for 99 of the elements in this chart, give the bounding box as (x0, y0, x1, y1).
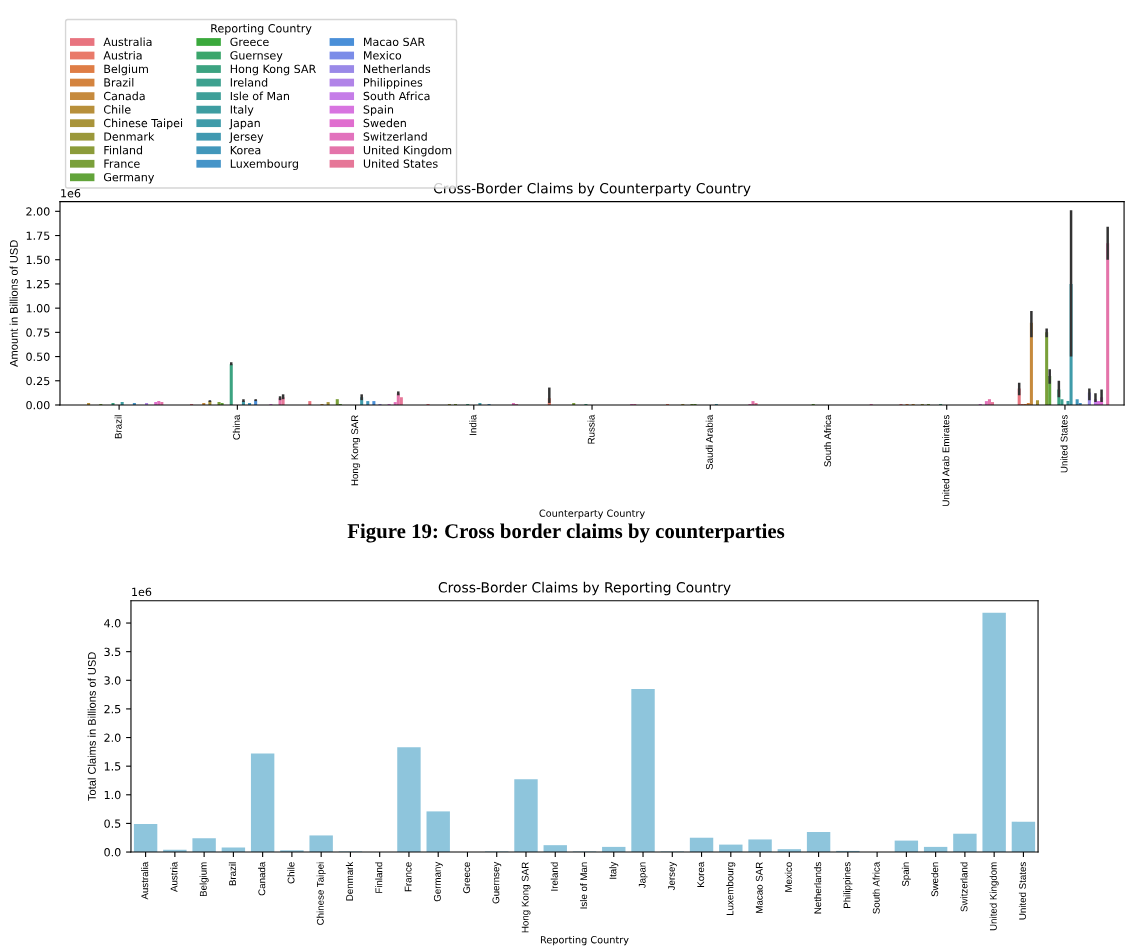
legend-label: Chinese Taipei (103, 118, 183, 130)
legend-label: South Africa (363, 91, 430, 101)
y-tick-label: 2.5 (104, 704, 121, 714)
legend-label: Ireland (230, 78, 268, 87)
x-tick-label: Spain (901, 862, 911, 887)
x-tick-label: Germany (433, 861, 443, 902)
y-tick-label: 1.25 (26, 279, 50, 289)
x-tick-label: United Kingdom (989, 862, 999, 931)
y-tick-label: 1.00 (26, 304, 50, 313)
x-tick-label: Japan (638, 862, 648, 889)
x-tick-label: Brazil (228, 862, 236, 886)
y-tick-label: 4.0 (104, 619, 121, 628)
x-tick-label: Philippines (843, 862, 853, 908)
y-tick-label: 0.0 (104, 848, 121, 857)
x-tick-label: Austria (170, 861, 178, 892)
legend-label: Belgium (104, 64, 148, 76)
x-tick-label: France (404, 862, 412, 892)
y-tick-label: 2.00 (26, 207, 50, 216)
y-axis-title: Amount in Billions of USD (9, 240, 18, 367)
y-tick-label: 0.75 (26, 328, 50, 337)
legend-label: Philippines (364, 78, 423, 89)
x-tick-label: South Africa (872, 861, 880, 914)
x-tick-label: Sweden (931, 862, 939, 897)
legend-label: United Kingdom (363, 145, 452, 157)
y-tick-label: 3.5 (104, 647, 121, 657)
x-tick-label: Netherlands (814, 862, 822, 914)
y-tick-label: 0.00 (26, 400, 50, 410)
x-tick-label: Belgium (199, 862, 209, 897)
legend-label: Guernsey (230, 51, 283, 62)
x-tick-label: Hong Kong SAR (521, 862, 531, 933)
legend-label: Japan (229, 118, 260, 130)
x-axis-title: Reporting Country (540, 935, 629, 946)
legend-label: Brazil (104, 78, 134, 87)
legend-label: Macao SAR (364, 37, 425, 47)
x-tick-label: Canada (258, 861, 266, 896)
y-tick-label: 1.5 (104, 762, 121, 771)
x-tick-label: Chinese Taipei (316, 862, 326, 925)
x-tick-label: Saudi Arabia (705, 414, 713, 470)
x-tick-label: South Africa (823, 414, 832, 467)
x-tick-label: Greece (463, 862, 471, 894)
x-tick-label: United States (1060, 415, 1068, 473)
text: 1e6 (61, 189, 81, 198)
legend-label: Sweden (363, 118, 406, 128)
legend-label: Chile (103, 105, 131, 114)
chart-title: Cross-Border Claims by Reporting Country (438, 581, 731, 596)
legend-label: Luxembourg (230, 159, 298, 170)
legend-label: Mexico (364, 50, 402, 60)
legend-label: Korea (230, 146, 261, 155)
x-tick-label: Italy (609, 861, 619, 879)
legend-label: Austria (103, 50, 142, 60)
legend-label: Germany (103, 172, 155, 184)
x-tick-label: Switzerland (960, 862, 968, 912)
y-tick-label: 1.50 (26, 255, 50, 265)
legend-label: United States (363, 159, 438, 168)
legend-label: Canada (103, 91, 145, 101)
x-tick-label: Macao SAR (755, 862, 763, 913)
x-tick-label: Brazil (114, 415, 122, 439)
y-tick-label: 1.0 (104, 790, 121, 800)
x-tick-label: Chile (287, 862, 295, 884)
legend-label: Finland (104, 145, 143, 155)
x-tick-label: United Arab Emirates (942, 415, 950, 506)
legend-label: France (104, 159, 140, 168)
y-tick-label: 2.0 (104, 733, 121, 742)
x-axis-title: Counterparty Country (539, 509, 645, 519)
text: 1e6 (132, 587, 152, 597)
legend-label: Hong Kong SAR (230, 64, 316, 76)
y-tick-label: 3.0 (104, 676, 121, 685)
legend-label: Jersey (229, 132, 264, 143)
y-tick-label: 0.5 (104, 819, 121, 828)
x-tick-label: Russia (587, 414, 595, 444)
legend-title: Reporting Country (211, 23, 312, 35)
x-tick-label: Guernsey (492, 861, 502, 904)
legend-label: Isle of Man (230, 91, 289, 101)
caption: Figure 19: Cross border claims by counterparties (347, 523, 785, 543)
x-tick-label: Korea (697, 861, 705, 887)
x-tick-label: Finland (375, 862, 383, 893)
legend-label: Australia (103, 37, 152, 47)
x-tick-label: Australia (141, 861, 149, 900)
x-tick-label: India (469, 414, 477, 435)
legend-label: Denmark (104, 132, 155, 141)
y-tick-label: 0.50 (26, 352, 50, 361)
legend-label: Greece (230, 37, 269, 47)
x-tick-label: Denmark (345, 861, 354, 901)
x-tick-label: Ireland (550, 862, 558, 891)
x-tick-label: Luxembourg (726, 862, 736, 916)
x-tick-label: Hong Kong SAR (351, 415, 361, 486)
legend-label: Italy (230, 105, 254, 116)
legend-label: Spain (363, 105, 394, 116)
x-tick-label: United States (1018, 862, 1027, 920)
y-tick-label: 0.25 (26, 376, 50, 386)
legend-label: Switzerland (363, 132, 427, 141)
x-tick-label: Mexico (784, 862, 792, 892)
x-tick-label: Isle of Man (579, 862, 588, 909)
x-tick-label: China (232, 414, 240, 440)
y-axis-title: Total Claims in Billions of USD (87, 652, 96, 801)
y-tick-label: 1.75 (26, 231, 50, 240)
x-tick-label: Jersey (668, 861, 677, 891)
legend-label: Netherlands (364, 64, 431, 74)
chart-title: Cross-Border Claims by Counterparty Country (433, 182, 751, 197)
